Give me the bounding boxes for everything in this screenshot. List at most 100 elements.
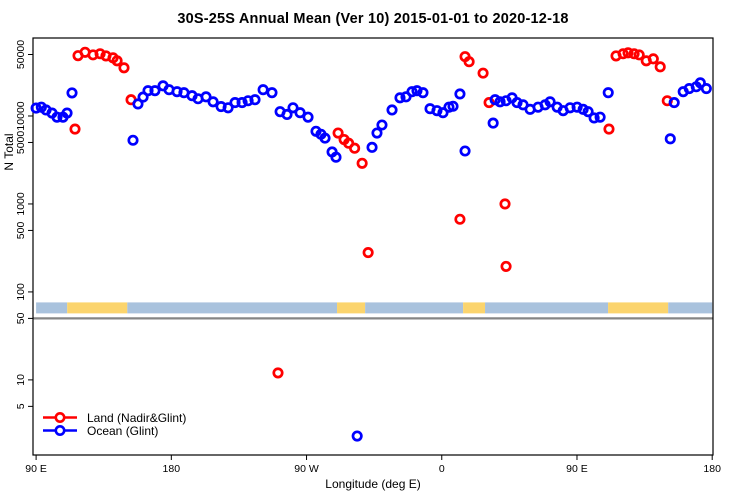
y-tick-label: 1000 (15, 192, 27, 216)
x-axis-title: Longitude (deg E) (325, 477, 421, 491)
data-point-ocean (700, 83, 712, 95)
data-point-land (111, 55, 123, 67)
data-point-ocean (171, 86, 183, 98)
data-point-ocean (287, 102, 299, 114)
data-point-ocean (132, 98, 144, 110)
data-point-ocean (447, 100, 459, 112)
data-point-ocean (142, 85, 154, 97)
data-point-ocean (431, 105, 443, 117)
surface-band-segment-ocean (36, 302, 68, 314)
y-tick-label: 500 (15, 222, 27, 240)
data-point-ocean (127, 134, 139, 146)
data-point-ocean (582, 106, 594, 118)
y-tick-label: 5 (15, 403, 27, 409)
legend: Land (Nadir&Glint) Ocean (Glint) (42, 410, 187, 438)
data-point-ocean (319, 132, 331, 144)
data-point-land (499, 198, 511, 210)
y-tick-label: 10 (15, 374, 27, 386)
data-point-ocean (594, 111, 606, 123)
data-point-ocean (376, 119, 388, 131)
y-axis-title: N Total (2, 133, 16, 171)
data-point-land (349, 142, 361, 154)
data-point-ocean (437, 107, 449, 119)
data-point-ocean (51, 111, 63, 123)
data-point-ocean (207, 96, 219, 108)
surface-band-segment-land (608, 302, 669, 314)
data-point-ocean (257, 84, 269, 96)
x-tick-label: 180 (163, 463, 181, 475)
data-point-land (454, 213, 466, 225)
data-point-land (362, 247, 374, 259)
data-point-land (272, 367, 284, 379)
data-point-ocean (351, 430, 363, 442)
data-point-ocean (406, 86, 418, 98)
data-point-ocean (386, 104, 398, 116)
x-tick-label: 90 E (25, 463, 47, 475)
data-point-ocean (602, 87, 614, 99)
x-tick-label: 180 (703, 463, 721, 475)
data-point-land (603, 123, 615, 135)
surface-band-segment-ocean (365, 302, 464, 314)
legend-item: Ocean (Glint) (42, 423, 186, 438)
legend-marker-icon (43, 425, 77, 436)
data-point-ocean (494, 96, 506, 108)
y-tick-label: 50000 (15, 40, 27, 69)
data-point-ocean (668, 97, 680, 109)
legend-label: Ocean (Glint) (87, 423, 159, 438)
x-tick-label: 90 W (294, 463, 319, 475)
x-tick-label: 90 E (566, 463, 588, 475)
data-point-land (647, 53, 659, 65)
data-point-ocean (266, 87, 278, 99)
data-point-ocean (302, 111, 314, 123)
data-point-ocean (544, 96, 556, 108)
x-tick-label: 0 (439, 463, 445, 475)
data-point-ocean (417, 87, 429, 99)
surface-band-segment-land (67, 302, 128, 314)
data-point-land (622, 47, 634, 59)
data-point-land (628, 48, 640, 60)
data-point-ocean (459, 145, 471, 157)
data-point-land (500, 260, 512, 272)
data-point-land (463, 56, 475, 68)
data-point-ocean (249, 94, 261, 106)
data-point-ocean (394, 92, 406, 104)
data-point-ocean (694, 77, 706, 89)
data-point-ocean (281, 108, 293, 121)
legend-label: Land (Nadir&Glint) (87, 410, 187, 425)
data-point-ocean (30, 102, 42, 114)
y-tick-label: 5000 (15, 131, 27, 155)
data-point-ocean (571, 101, 583, 113)
data-point-ocean (149, 85, 161, 97)
data-point-ocean (371, 127, 383, 139)
data-point-ocean (330, 151, 342, 163)
data-point-ocean (487, 117, 499, 129)
data-point-land (356, 157, 368, 169)
legend-item: Land (Nadir&Glint) (42, 410, 187, 425)
data-point-ocean (66, 87, 78, 99)
legend-marker-icon (43, 412, 77, 423)
data-point-ocean (236, 97, 248, 109)
data-point-land (94, 48, 106, 60)
data-point-ocean (511, 97, 523, 109)
data-point-land (654, 61, 666, 73)
data-point-ocean (664, 133, 676, 145)
data-point-ocean (294, 107, 306, 119)
y-tick-label: 10000 (15, 101, 27, 130)
surface-band-segment-ocean (127, 302, 338, 314)
surface-band-segment-ocean (668, 302, 713, 314)
surface-band-segment-land (463, 302, 486, 314)
surface-band-segment-ocean (485, 302, 609, 314)
data-point-land (332, 127, 344, 139)
data-point-ocean (411, 85, 423, 97)
data-point-ocean (222, 102, 234, 114)
data-point-ocean (588, 112, 600, 124)
y-tick-label: 50 (15, 312, 27, 324)
data-point-ocean (61, 107, 73, 119)
data-point-land (118, 62, 130, 74)
chart-title: 30S-25S Annual Mean (Ver 10) 2015-01-01 … (177, 11, 569, 27)
data-point-land (69, 123, 81, 135)
data-point-ocean (200, 91, 212, 103)
data-point-land (617, 48, 629, 60)
